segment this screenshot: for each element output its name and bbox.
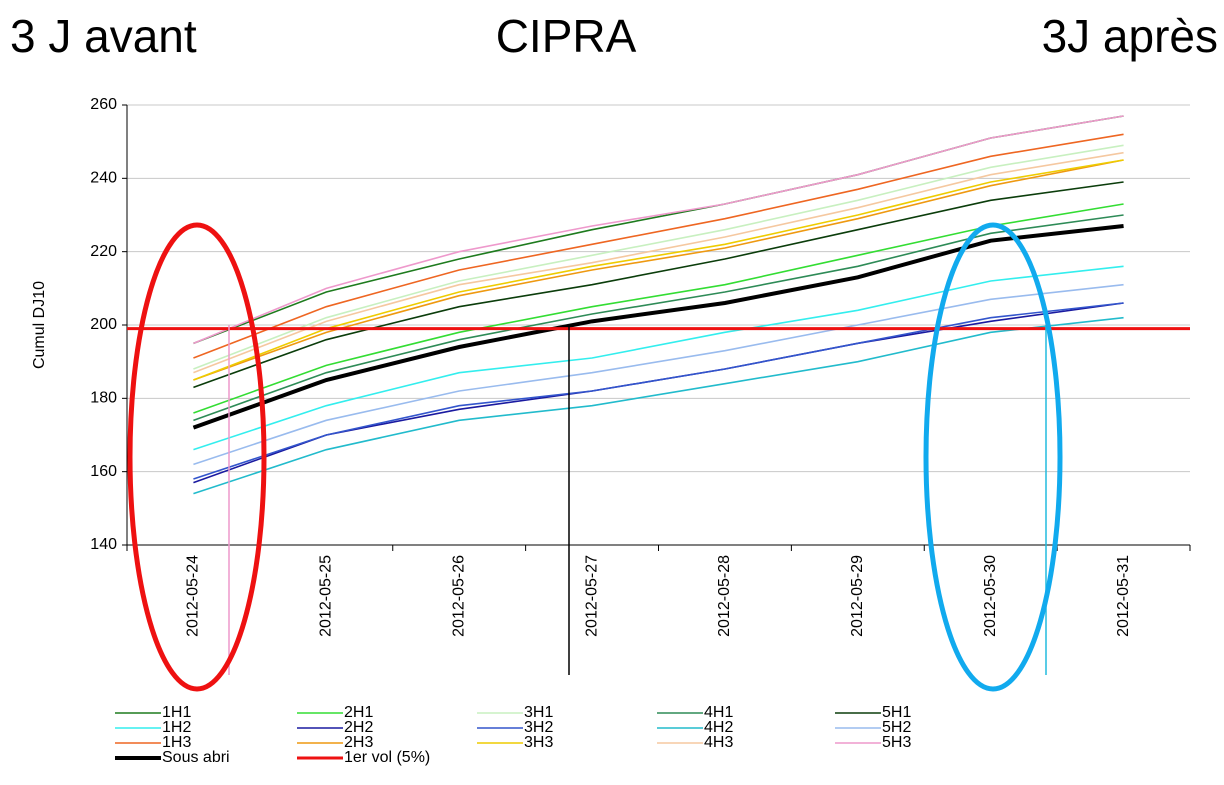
series-line [193,181,1124,389]
highlight-ellipse [127,222,267,692]
legend-label: 1H2 [162,719,191,736]
x-tick-label: 2012-05-30 [982,555,999,637]
y-tick-label: 160 [90,463,117,480]
y-tick-label: 200 [90,316,117,333]
series-line [193,214,1124,422]
x-tick-label: 2012-05-29 [849,555,866,637]
series-line [193,159,1124,381]
series-line [193,302,1124,480]
legend-label: 3H3 [524,734,553,751]
series-line [193,151,1124,374]
series-line [192,224,1124,430]
legend-label: 4H1 [704,704,733,721]
annotation-shapes [127,222,1063,692]
x-tick-label: 2012-05-28 [716,555,733,637]
legend-label: 5H2 [882,719,911,736]
x-tick-label: 2012-05-25 [318,555,335,637]
legend-label: 1H1 [162,704,191,721]
series-line [193,265,1124,451]
y-tick-label: 220 [90,243,117,260]
annotation: 3 J avant [10,10,197,62]
series-line [193,203,1124,414]
series-line [193,316,1124,495]
legend-label: 5H1 [882,704,911,721]
highlight-ellipse [923,222,1063,692]
chart-title: CIPRA [496,10,637,62]
x-tick-label: 2012-05-27 [583,555,600,637]
series-line [193,159,1124,381]
series-line [193,283,1124,466]
y-axis-title: Cumul DJ10 [31,281,48,369]
plot-area: 140 160 180 200 220 240 260 2012-05-24 2012-05-2… [90,96,1191,637]
x-tick-label: 2012-05-24 [185,555,202,637]
series-line [193,133,1124,359]
legend: 1H1 2H1 3H1 4H1 5H1 1H2 2H2 3H2 4H2 5H2 1H3 2H3 3H3 4… [115,704,911,766]
legend-label: Sous abri [162,749,230,766]
legend-label: 4H3 [704,734,733,751]
x-tick-label: 2012-05-31 [1115,555,1132,637]
legend-label: 5H3 [882,734,911,751]
legend-label: 4H2 [704,719,733,736]
y-tick-label: 240 [90,170,117,187]
legend-label: 1er vol (5%) [344,749,430,766]
y-tick-label: 140 [90,536,117,553]
legend-label: 2H2 [344,719,373,736]
series-line [193,144,1124,370]
series-line [193,115,1124,345]
legend-label: 1H3 [162,734,191,751]
y-tick-label: 260 [90,96,117,113]
legend-label: 3H1 [524,704,553,721]
legend-label: 2H3 [344,734,373,751]
x-tick-label: 2012-05-26 [450,555,467,637]
y-tick-label: 180 [90,390,117,407]
legend-label: 3H2 [524,719,553,736]
annotation: 3J après [1042,10,1218,62]
legend-label: 2H1 [344,704,373,721]
